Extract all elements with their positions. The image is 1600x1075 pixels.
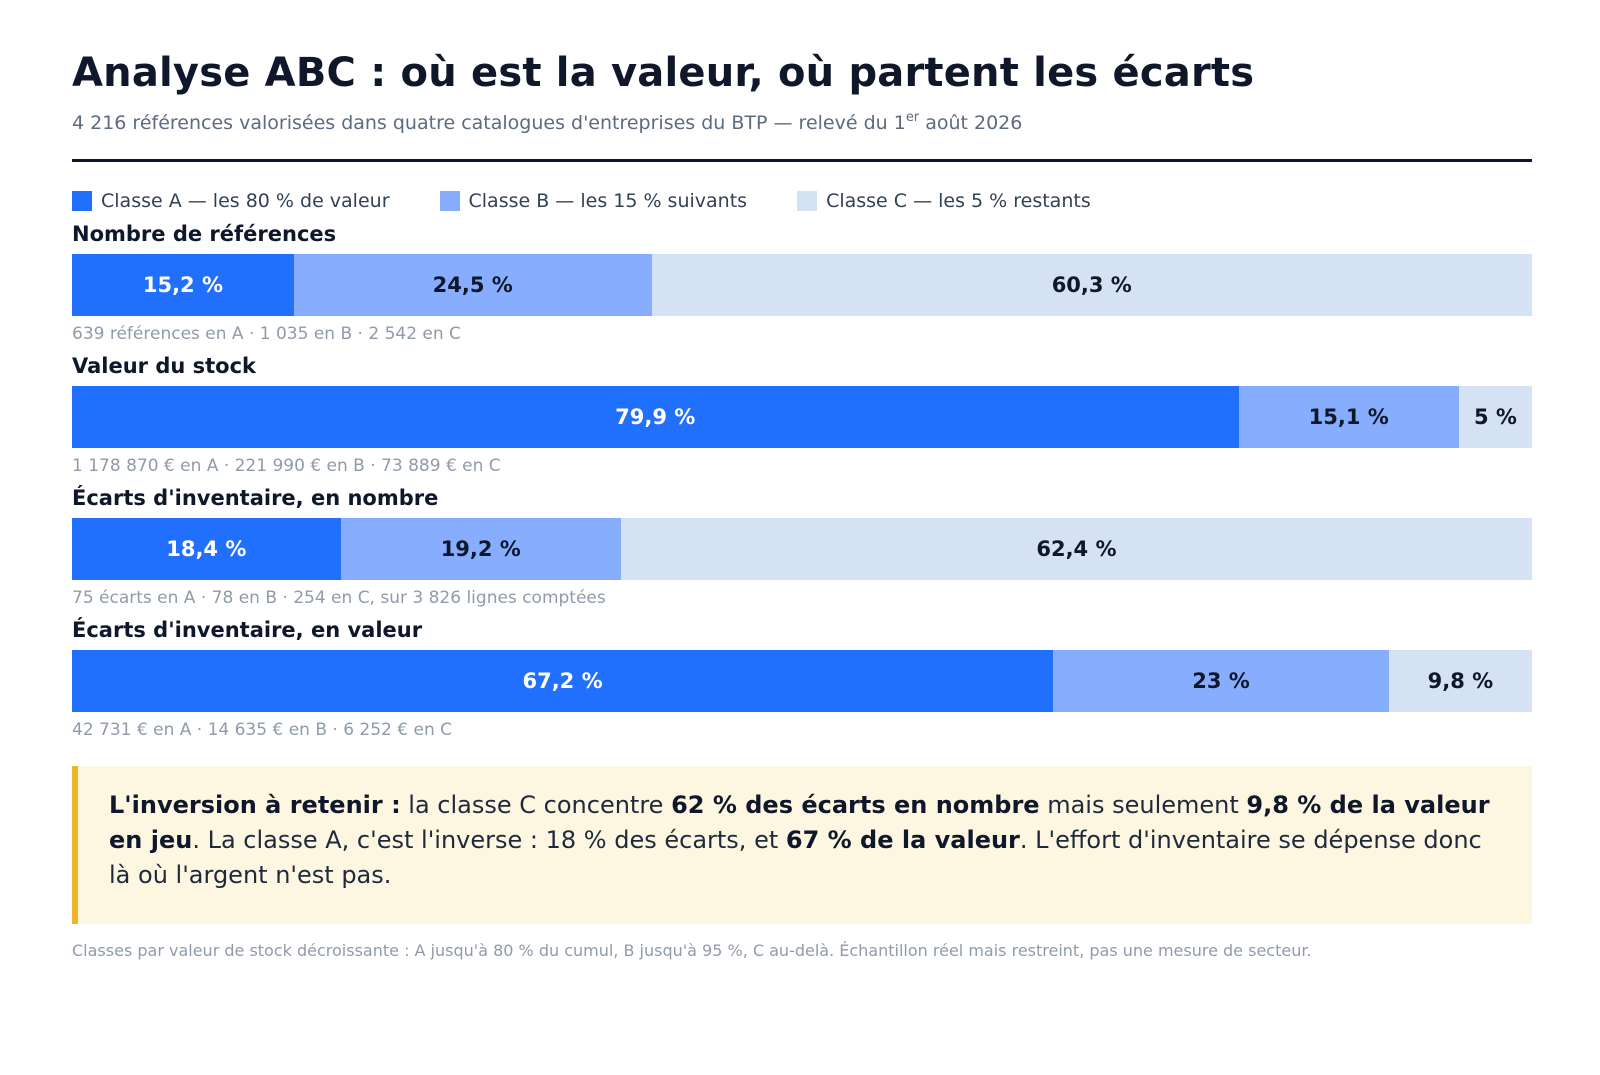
chart-block: Nombre de références 15,2 % 24,5 % 60,3 % 63… <box>72 222 1532 347</box>
bar-segment-classe-a: 15,2 % <box>72 254 294 316</box>
chart-block-note: 639 références en A · 1 035 en B · 2 542… <box>72 324 461 344</box>
legend-label: Classe C — les 5 % restants <box>826 190 1091 212</box>
callout-text-run: la classe C concentre <box>400 791 672 819</box>
chart-block-title: Nombre de références <box>72 222 337 246</box>
chart-block-note: 1 178 870 € en A · 221 990 € en B · 73 8… <box>72 456 501 476</box>
bar-segment-classe-b: 15,1 % <box>1238 386 1459 448</box>
bar-segment-classe-c: 9,8 % <box>1388 650 1532 712</box>
footnote: Classes par valeur de stock décroissante… <box>72 941 1312 960</box>
callout-emphasis: L'inversion à retenir : <box>109 791 401 819</box>
bar-segment-classe-c: 5 % <box>1458 386 1532 448</box>
chart-block: Écarts d'inventaire, en nombre 18,4 % 19,2… <box>72 486 1532 611</box>
legend-label: Classe A — les 80 % de valeur <box>101 190 390 212</box>
page-title: Analyse ABC : où est la valeur, où parte… <box>72 50 1255 96</box>
stacked-bar: 79,9 % 15,1 % 5 % <box>72 386 1532 448</box>
legend-item-classe-b: Classe B — les 15 % suivants <box>439 190 748 212</box>
callout-emphasis: 62 % des écarts en nombre <box>671 791 1040 819</box>
bar-segment-classe-b: 19,2 % <box>340 518 621 580</box>
page-subtitle: 4 216 références valorisées dans quatre … <box>72 110 1023 134</box>
bar-segment-classe-b: 24,5 % <box>293 254 652 316</box>
subtitle-date: août 2026 <box>919 112 1023 134</box>
chart-legend: Classe A — les 80 % de valeur Classe B — … <box>72 189 1091 213</box>
subtitle-text: 4 216 références valorisées dans quatre … <box>72 112 906 134</box>
chart-block-title: Écarts d'inventaire, en valeur <box>72 618 423 642</box>
subtitle-superscript: er <box>905 110 920 125</box>
bar-segment-classe-a: 67,2 % <box>72 650 1054 712</box>
bar-segment-classe-c: 60,3 % <box>651 254 1532 316</box>
bar-segment-classe-a: 18,4 % <box>72 518 341 580</box>
bar-segment-classe-c: 62,4 % <box>620 518 1532 580</box>
callout-emphasis: 9,8 % de la valeur en jeu <box>109 791 1490 854</box>
chart-block: Valeur du stock 79,9 % 15,1 % 5 % 1 178 870 … <box>72 354 1532 479</box>
callout-text-run: . La classe A, c'est l'inverse : 18 % de… <box>192 826 786 854</box>
chart-block: Écarts d'inventaire, en valeur 67,2 % 23 %… <box>72 618 1532 743</box>
bar-segment-classe-b: 23 % <box>1053 650 1389 712</box>
legend-item-classe-a: Classe A — les 80 % de valeur <box>72 190 390 212</box>
stacked-bar: 67,2 % 23 % 9,8 % <box>72 650 1532 712</box>
chart-block-title: Écarts d'inventaire, en nombre <box>72 486 439 510</box>
legend-swatch-classe-b <box>439 191 460 211</box>
legend-swatch-classe-a <box>72 191 92 211</box>
chart-block-title: Valeur du stock <box>72 354 257 378</box>
legend-item-classe-c: Classe C — les 5 % restants <box>797 190 1091 212</box>
title-divider <box>72 159 1532 162</box>
chart-block-note: 42 731 € en A · 14 635 € en B · 6 252 € … <box>72 720 453 740</box>
insight-callout: L'inversion à retenir : la classe C conc… <box>72 766 1532 924</box>
legend-swatch-classe-c <box>797 191 818 211</box>
callout-text-run: mais seulement <box>1039 791 1247 819</box>
stacked-bar: 18,4 % 19,2 % 62,4 % <box>72 518 1532 580</box>
bar-segment-classe-a: 79,9 % <box>72 386 1239 448</box>
callout-emphasis: 67 % de la valeur <box>785 826 1020 854</box>
chart-block-note: 75 écarts en A · 78 en B · 254 en C, sur… <box>72 588 606 608</box>
stacked-bar: 15,2 % 24,5 % 60,3 % <box>72 254 1532 316</box>
legend-label: Classe B — les 15 % suivants <box>468 190 748 212</box>
insight-callout-text: L'inversion à retenir : la classe C conc… <box>109 788 1502 893</box>
callout-text-run: . L'effort d'inventaire se dépense donc … <box>109 826 1482 889</box>
